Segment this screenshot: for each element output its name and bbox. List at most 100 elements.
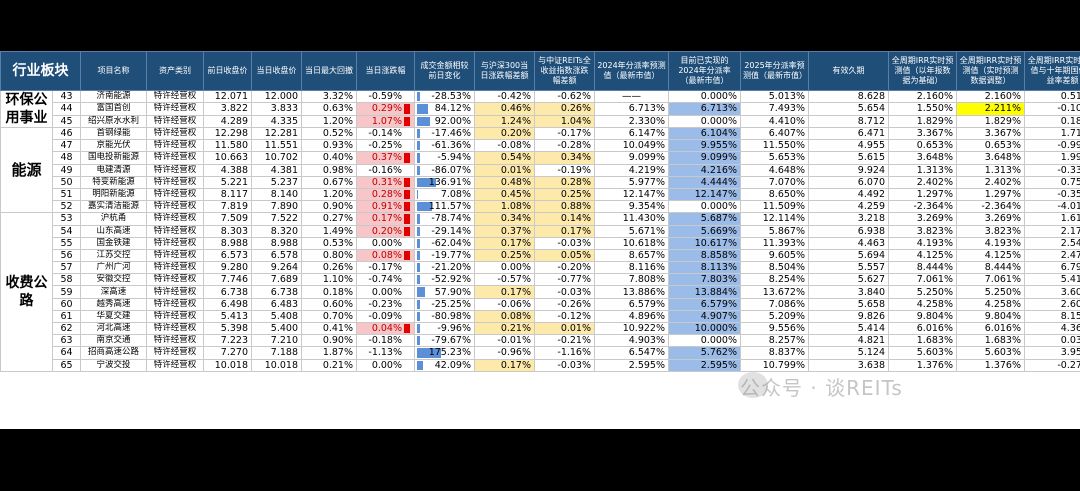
value-cell: 0.000%: [668, 114, 741, 129]
value-cell: 0.000%: [668, 334, 741, 348]
value-cell: 0.25%: [474, 248, 535, 263]
value-cell: -0.21%: [534, 334, 595, 348]
value-cell: 1.829%: [956, 114, 1025, 129]
value-cell: 8.988: [203, 236, 252, 250]
value-cell: 4.216%: [668, 163, 741, 177]
value-cell: 6.795%: [1024, 261, 1080, 275]
value-cell: 7.808%: [594, 273, 669, 287]
value-cell: 4.259: [808, 200, 889, 214]
value-cell: 4.335: [251, 114, 302, 129]
value-cell: 3.648%: [956, 151, 1025, 165]
value-cell: 5.653%: [740, 151, 809, 165]
value-cell: -0.16%: [356, 163, 415, 177]
turnover-bar: [417, 324, 420, 334]
value-cell: 7.070%: [740, 175, 809, 189]
asset-type: 特许经营权: [146, 212, 204, 226]
value-cell: -0.57%: [474, 273, 535, 287]
value-cell: 13.886%: [594, 285, 669, 299]
value-cell: 5.654: [808, 102, 889, 116]
value-cell: 6.471: [808, 126, 889, 141]
asset-type: 特许经营权: [146, 114, 204, 129]
value-cell: 1.313%: [888, 163, 957, 177]
value-cell: 12.000: [251, 89, 302, 104]
value-cell: 0.28%: [356, 187, 415, 202]
change-bar: [404, 250, 410, 261]
value-cell: 0.41%: [301, 321, 357, 336]
value-cell: 4.492: [808, 187, 889, 202]
value-cell: -0.997%: [1024, 139, 1080, 153]
value-cell: 0.98%: [301, 163, 357, 177]
column-header: 目前已实现的2024年分派率（最新市值）: [668, 51, 741, 91]
project-name: 特变新能源: [80, 175, 147, 189]
value-cell: 0.48%: [474, 175, 535, 189]
value-cell: 5.400: [251, 321, 302, 336]
value-cell: -19.77%: [414, 248, 475, 263]
value-cell: 4.258%: [956, 297, 1025, 311]
value-cell: 7.188: [251, 346, 302, 360]
value-cell: 0.00%: [474, 261, 535, 275]
value-cell: -0.25%: [356, 139, 415, 153]
value-cell: 0.63%: [301, 102, 357, 116]
value-cell: 0.40%: [301, 151, 357, 165]
value-cell: 0.000%: [668, 200, 741, 214]
value-cell: 7.803%: [668, 273, 741, 287]
value-cell: 11.550%: [740, 139, 809, 153]
value-cell: -0.77%: [534, 273, 595, 287]
value-cell: 3.823%: [956, 224, 1025, 238]
value-cell: 0.17%: [474, 236, 535, 250]
value-cell: -0.23%: [356, 297, 415, 311]
project-name: 绍兴原水水利: [80, 114, 147, 129]
turnover-bar: [417, 287, 425, 297]
value-cell: 0.20%: [356, 224, 415, 238]
turnover-bar: [417, 177, 436, 187]
value-cell: 11.580: [203, 139, 252, 153]
turnover-bar: [417, 92, 420, 102]
row-index: 59: [52, 285, 81, 299]
value-cell: 3.638: [808, 358, 889, 372]
value-cell: 0.00%: [356, 236, 415, 250]
value-cell: 12.147%: [594, 187, 669, 202]
value-cell: 9.099%: [668, 151, 741, 165]
project-name: 济南能源: [80, 89, 147, 104]
change-bar: [404, 177, 410, 187]
project-name: 国电投新能源: [80, 151, 147, 165]
turnover-bar: [417, 348, 441, 358]
asset-type: 特许经营权: [146, 89, 204, 104]
table-row: 65 宁波交投 特许经营权 10.018 10.018 0.21% 0.00% 42.09% 0…: [1, 358, 1080, 372]
value-cell: 3.648%: [888, 151, 957, 165]
value-cell: 2.402%: [956, 175, 1025, 189]
value-cell: 1.20%: [301, 187, 357, 202]
value-cell: 0.14%: [534, 212, 595, 226]
value-cell: 0.653%: [888, 139, 957, 153]
value-cell: 0.18%: [301, 285, 357, 299]
value-cell: 0.180%: [1024, 114, 1080, 129]
value-cell: 8.657%: [594, 248, 669, 263]
value-cell: 2.160%: [888, 89, 957, 104]
value-cell: 1.619%: [1024, 212, 1080, 226]
value-cell: -5.94%: [414, 151, 475, 165]
value-cell: 4.896%: [594, 309, 669, 324]
project-name: 富国首创: [80, 102, 147, 116]
value-cell: 136.91%: [414, 175, 475, 189]
value-cell: 4.821: [808, 334, 889, 348]
project-name: 越秀高速: [80, 297, 147, 311]
value-cell: -1.16%: [534, 346, 595, 360]
value-cell: 10.000%: [668, 321, 741, 336]
value-cell: 2.475%: [1024, 248, 1080, 263]
column-header: 资产类别: [146, 51, 204, 91]
value-cell: 84.12%: [414, 102, 475, 116]
value-cell: -0.26%: [534, 297, 595, 311]
value-cell: 5.603%: [956, 346, 1025, 360]
project-name: 河北高速: [80, 321, 147, 336]
value-cell: 5.762%: [668, 346, 741, 360]
value-cell: 11.509%: [740, 200, 809, 214]
value-cell: 1.683%: [956, 334, 1025, 348]
value-cell: 5.603%: [888, 346, 957, 360]
value-cell: 7.08%: [414, 187, 475, 202]
value-cell: 7.223: [203, 334, 252, 348]
value-cell: 4.219%: [594, 163, 669, 177]
value-cell: 7.819: [203, 200, 252, 214]
row-index: 55: [52, 236, 81, 250]
value-cell: -0.96%: [474, 346, 535, 360]
value-cell: 4.258%: [888, 297, 957, 311]
